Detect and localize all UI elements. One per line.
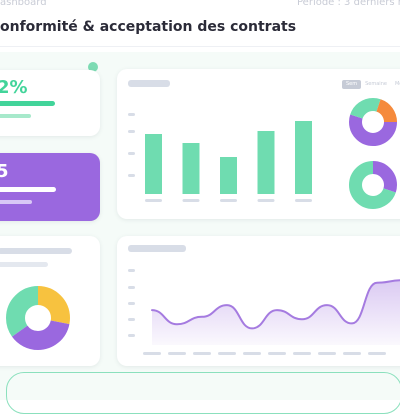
x-tick-placeholder <box>168 352 186 355</box>
page-title: onformité & acceptation des contrats <box>0 19 297 35</box>
x-tick-placeholder <box>343 352 361 355</box>
decorative-dot <box>88 62 98 72</box>
series-line <box>151 279 400 330</box>
toggle-option[interactable]: Semaine <box>365 81 387 87</box>
donut-hole <box>25 305 51 331</box>
y-tick-placeholder <box>128 318 135 321</box>
y-tick-placeholder <box>128 152 135 155</box>
toggle-option-selected[interactable]: Sem <box>342 80 362 89</box>
kpi-value-rate: 2% <box>0 77 28 98</box>
kpi-label-placeholder <box>0 101 55 106</box>
donut-slice <box>349 98 397 146</box>
x-tick-placeholder <box>143 352 161 355</box>
x-tick-placeholder <box>295 199 312 202</box>
chart-title-placeholder <box>0 248 72 254</box>
y-tick-placeholder <box>128 269 135 272</box>
donut-hole <box>362 111 384 133</box>
kpi-sublabel-placeholder <box>0 114 31 118</box>
bar <box>145 134 162 194</box>
bar <box>295 121 312 194</box>
bar <box>257 131 275 194</box>
period-selector[interactable]: Période : 3 derniers mo <box>297 0 400 8</box>
y-tick-placeholder <box>128 174 135 177</box>
donut-slice <box>6 286 70 350</box>
kpi-value-count: 5 <box>0 161 9 182</box>
area-fill <box>152 280 400 345</box>
x-tick-placeholder <box>145 199 162 202</box>
y-tick-placeholder <box>128 130 135 133</box>
x-tick-placeholder <box>318 352 336 355</box>
bar <box>220 157 237 194</box>
x-tick-placeholder <box>243 352 261 355</box>
chart-subtitle-placeholder <box>0 262 48 267</box>
charts-layer <box>6 98 400 355</box>
toggle-option[interactable]: Mois <box>394 81 400 87</box>
donut-hole <box>362 174 384 196</box>
kpi-label-placeholder <box>0 187 56 192</box>
y-tick-placeholder <box>128 334 135 337</box>
donut-slice <box>349 161 397 209</box>
chart-title-placeholder <box>128 80 170 87</box>
period-toggle: Sem Semaine Mois <box>342 80 400 89</box>
y-tick-placeholder <box>128 286 135 289</box>
x-tick-placeholder <box>182 199 200 202</box>
bar <box>182 143 200 194</box>
y-tick-placeholder <box>128 302 135 305</box>
x-tick-placeholder <box>293 352 311 355</box>
page-header: ashboard Période : 3 derniers mo <box>0 0 400 16</box>
chart-title-placeholder <box>128 245 186 252</box>
donut-slice <box>349 98 397 146</box>
x-tick-placeholder <box>268 352 286 355</box>
y-tick-placeholder <box>128 113 135 116</box>
header-divider <box>0 46 400 47</box>
donut-slice <box>6 286 70 350</box>
kpi-sublabel-placeholder <box>0 200 32 204</box>
x-tick-placeholder <box>218 352 236 355</box>
x-tick-placeholder <box>368 352 386 355</box>
x-tick-placeholder <box>220 199 237 202</box>
x-tick-placeholder <box>257 199 275 202</box>
x-tick-placeholder <box>193 352 211 355</box>
breadcrumb[interactable]: ashboard <box>0 0 47 8</box>
